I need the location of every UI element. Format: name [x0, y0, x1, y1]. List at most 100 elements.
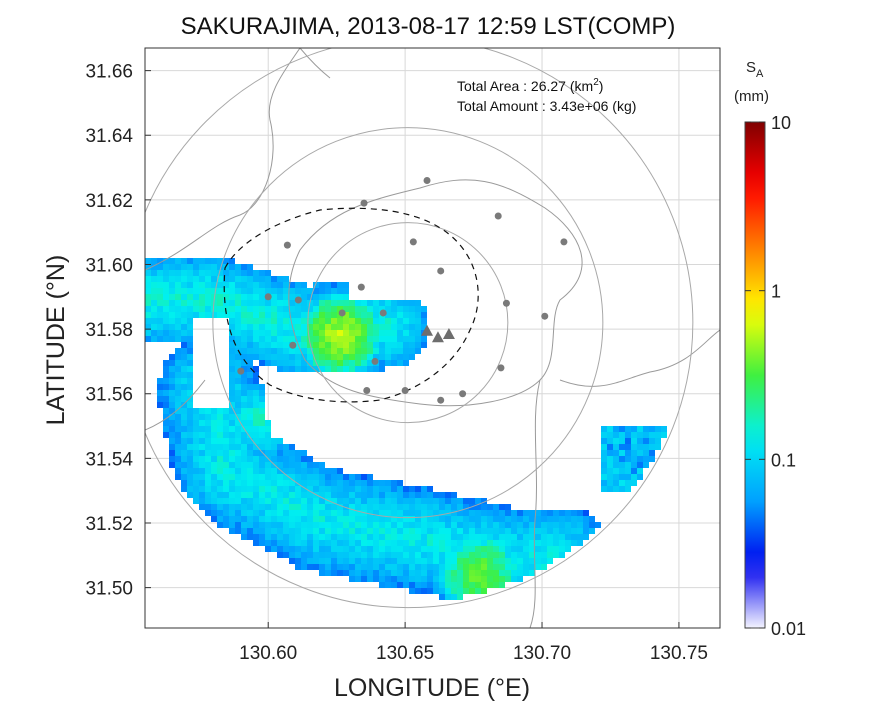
- ash-cell: [505, 522, 511, 528]
- ash-cell: [385, 300, 391, 306]
- ash-cell: [631, 474, 637, 480]
- ash-cell: [313, 324, 319, 330]
- ash-cell: [637, 438, 643, 444]
- ash-cell: [223, 312, 229, 318]
- ash-cell: [619, 450, 625, 456]
- ash-cell: [619, 456, 625, 462]
- ash-cell: [283, 312, 289, 318]
- ash-cell: [295, 492, 301, 498]
- ash-cell: [241, 534, 247, 540]
- ash-cell: [253, 516, 259, 522]
- ash-cell: [433, 534, 439, 540]
- ash-cell: [259, 540, 265, 546]
- ash-cell: [493, 510, 499, 516]
- ash-cell: [259, 444, 265, 450]
- ash-cell: [271, 438, 277, 444]
- ash-cell: [511, 576, 517, 582]
- ash-cell: [475, 522, 481, 528]
- ash-cell: [457, 564, 463, 570]
- ash-cell: [235, 330, 241, 336]
- ash-cell: [223, 294, 229, 300]
- ash-cell: [211, 432, 217, 438]
- ash-cell: [301, 564, 307, 570]
- ash-cell: [445, 504, 451, 510]
- ash-cell: [415, 546, 421, 552]
- ash-cell: [589, 516, 595, 522]
- ash-cell: [277, 492, 283, 498]
- ash-cell: [511, 558, 517, 564]
- ash-cell: [187, 384, 193, 390]
- ash-cell: [205, 498, 211, 504]
- ash-cell: [373, 546, 379, 552]
- ash-cell: [397, 582, 403, 588]
- ash-cell: [283, 276, 289, 282]
- y-tick-label: 31.56: [85, 385, 133, 406]
- ash-cell: [565, 522, 571, 528]
- ash-cell: [373, 306, 379, 312]
- ash-cell: [331, 366, 337, 372]
- ash-cell: [169, 408, 175, 414]
- ash-cell: [295, 450, 301, 456]
- ash-cell: [163, 366, 169, 372]
- ash-cell: [523, 570, 529, 576]
- y-tick-label: 31.58: [85, 320, 133, 341]
- range-rings: [145, 48, 694, 609]
- ash-cell: [469, 564, 475, 570]
- ash-cell: [649, 456, 655, 462]
- ash-cell: [403, 498, 409, 504]
- ash-cell: [601, 438, 607, 444]
- station-marker: [423, 176, 431, 184]
- ash-cell: [145, 270, 151, 276]
- ash-cell: [205, 504, 211, 510]
- ash-cell: [373, 366, 379, 372]
- ash-cell: [625, 432, 631, 438]
- ash-cell: [157, 300, 163, 306]
- ash-cell: [451, 588, 457, 594]
- ash-cell: [385, 342, 391, 348]
- total-area-text: Total Area : 26.27 (km2): [457, 77, 603, 94]
- ash-cell: [601, 480, 607, 486]
- ash-cell: [355, 546, 361, 552]
- ash-cell: [229, 528, 235, 534]
- ash-cell: [193, 270, 199, 276]
- ash-cell: [607, 486, 613, 492]
- ash-cell: [271, 540, 277, 546]
- ash-cell: [169, 426, 175, 432]
- ash-cell: [235, 378, 241, 384]
- ash-cell: [235, 288, 241, 294]
- ash-cell: [241, 396, 247, 402]
- ash-cell: [253, 324, 259, 330]
- ash-cell: [211, 420, 217, 426]
- ash-cell: [499, 558, 505, 564]
- range-ring: [212, 127, 604, 519]
- ash-cell: [205, 450, 211, 456]
- ash-cell: [397, 504, 403, 510]
- ash-cell: [181, 336, 187, 342]
- ash-cell: [319, 282, 325, 288]
- ash-cell: [391, 522, 397, 528]
- ash-cell: [499, 570, 505, 576]
- ash-cell: [211, 294, 217, 300]
- ash-cell: [619, 486, 625, 492]
- ash-cell: [205, 438, 211, 444]
- ash-cell: [457, 522, 463, 528]
- ash-cell: [229, 384, 235, 390]
- ash-cell: [421, 588, 427, 594]
- ash-cell: [259, 306, 265, 312]
- ash-cell: [619, 438, 625, 444]
- ash-cell: [259, 498, 265, 504]
- ash-cell: [295, 282, 301, 288]
- ash-cell: [619, 468, 625, 474]
- ash-cell: [145, 312, 151, 318]
- ash-cell: [229, 312, 235, 318]
- ash-cell: [469, 528, 475, 534]
- ash-cell: [157, 264, 163, 270]
- ash-cell: [421, 510, 427, 516]
- ash-cell: [481, 540, 487, 546]
- ash-cell: [247, 378, 253, 384]
- ash-cell: [331, 546, 337, 552]
- ash-cell: [175, 438, 181, 444]
- ash-cell: [157, 402, 163, 408]
- ash-cell: [277, 354, 283, 360]
- ash-cell: [469, 498, 475, 504]
